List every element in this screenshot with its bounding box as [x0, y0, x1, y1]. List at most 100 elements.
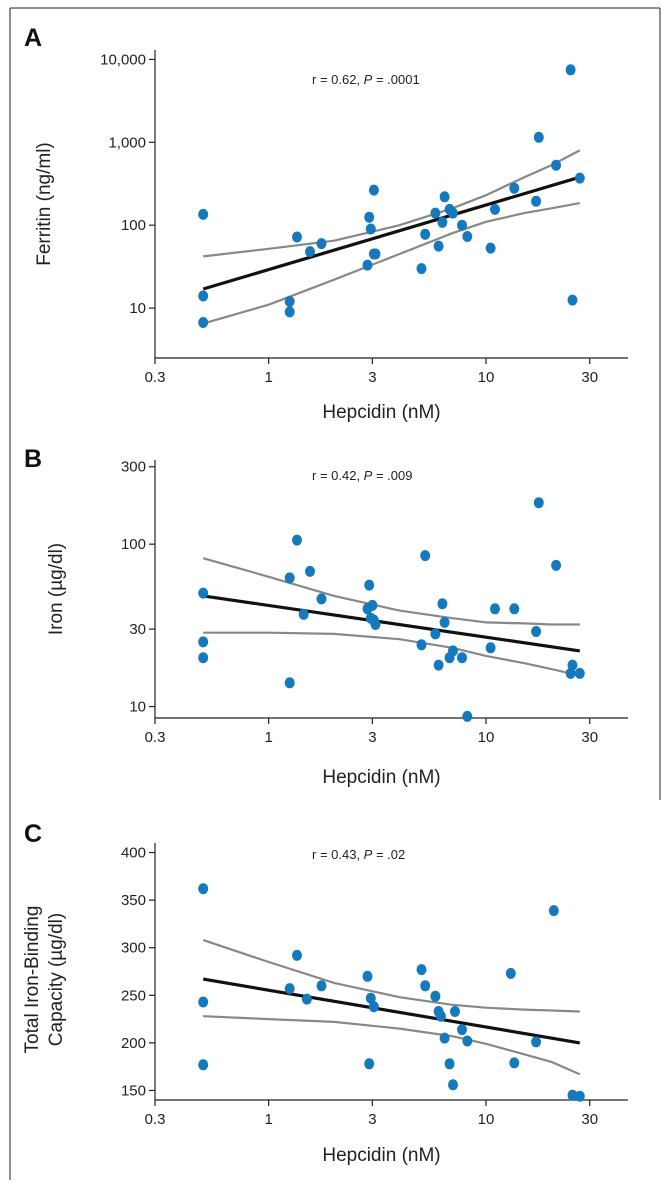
data-point [416, 964, 427, 976]
data-point [462, 1035, 473, 1047]
data-point [462, 231, 473, 242]
data-point [416, 639, 427, 651]
x-tick-label: 0.3 [145, 729, 166, 746]
data-point [198, 208, 209, 220]
data-point [198, 636, 209, 648]
data-point [565, 667, 576, 679]
x-tick-label: 30 [581, 729, 598, 746]
ci-lower-line [203, 1015, 581, 1076]
data-point [574, 1090, 585, 1102]
annotation-p-label: P [364, 468, 373, 483]
data-point [367, 599, 378, 611]
data-point [430, 628, 441, 640]
regression-line [202, 175, 581, 291]
data-point [509, 603, 520, 615]
data-point [316, 238, 327, 250]
x-tick-label: 10 [478, 729, 495, 746]
y-tick-label: 10 [129, 300, 146, 317]
data-point [198, 883, 209, 895]
data-point [533, 131, 544, 143]
data-point [509, 182, 520, 194]
data-point [305, 246, 315, 258]
data-point [490, 603, 500, 615]
data-point [457, 219, 467, 231]
panel-b: B 0.3 1 3 10 30 10 30 100 300 Hepcidin (nM) Iron (µ… [24, 445, 628, 788]
panel-c: C 0.3 1 3 10 30 150 200 250 300 350 400 Hepcidin (nM… [22, 820, 628, 1166]
data-point [362, 970, 373, 982]
ci-lower-line [203, 631, 581, 677]
data-point [437, 216, 448, 228]
data-point [450, 1006, 460, 1017]
data-point [439, 616, 450, 628]
data-point [565, 64, 576, 76]
y-tick-label: 100 [121, 536, 146, 553]
data-point [430, 990, 441, 1002]
correlation-annotation: r = 0.43, P = .02 [312, 847, 405, 862]
data-point [574, 172, 585, 184]
y-tick-label: 10,000 [100, 51, 146, 68]
chart-panels: A 0.3 1 3 10 30 10 100 1,000 10,000 Hepcidin (nM) F… [22, 24, 628, 1166]
data-point [316, 980, 327, 992]
x-tick-label: 3 [368, 1111, 376, 1128]
data-point [551, 559, 562, 571]
data-point [305, 565, 315, 577]
data-point [433, 659, 444, 671]
x-tick-label: 0.3 [145, 369, 166, 386]
data-point [462, 710, 473, 722]
x-axis-label: Hepcidin (nM) [322, 1145, 440, 1166]
annotation-p-label: P [364, 847, 373, 862]
data-point [567, 1089, 578, 1101]
panel-a: A 0.3 1 3 10 30 10 100 1,000 10,000 Hepcidin (nM) F… [24, 24, 628, 423]
x-axis-label: Hepcidin (nM) [322, 402, 440, 423]
x-tick-label: 10 [478, 1111, 495, 1128]
y-tick-label: 10 [129, 699, 146, 716]
x-tick-label: 3 [368, 369, 376, 386]
data-point [531, 626, 542, 637]
y-tick-label: 400 [121, 845, 146, 862]
y-tick-label: 200 [121, 1035, 146, 1052]
y-tick-label: 300 [121, 940, 146, 957]
panel-letter: B [24, 445, 42, 473]
data-point [430, 207, 441, 219]
data-point [420, 228, 431, 240]
data-point [567, 659, 578, 671]
y-tick-label: 30 [129, 621, 146, 638]
y-axis-label: Iron (µg/dl) [46, 543, 67, 635]
data-point [437, 598, 448, 610]
data-point [284, 572, 295, 584]
data-point [370, 248, 381, 260]
data-point [284, 983, 295, 995]
data-point [548, 905, 559, 917]
correlation-annotation: r = 0.42, P = .009 [312, 468, 412, 483]
data-point [364, 1058, 375, 1070]
y-tick-label: 300 [121, 459, 146, 476]
data-point [292, 231, 302, 243]
annotation-prefix: r = 0.62, [312, 72, 364, 87]
data-point [490, 203, 500, 215]
ci-upper-line [202, 557, 580, 626]
annotation-suffix: = .0001 [372, 72, 419, 87]
data-point [457, 1024, 467, 1036]
data-point [364, 579, 375, 591]
data-point [198, 587, 209, 599]
data-point [439, 1032, 450, 1044]
x-tick-label: 1 [264, 1111, 272, 1128]
data-point [531, 195, 542, 207]
ci-upper-line [202, 939, 580, 1013]
y-tick-label: 250 [121, 987, 146, 1004]
data-point [362, 259, 373, 271]
panel-letter: A [24, 24, 42, 52]
data-point [365, 992, 376, 1004]
annotation-prefix: r = 0.43, [312, 847, 364, 862]
data-point [485, 242, 496, 254]
data-point [198, 317, 209, 328]
x-axis-label: Hepcidin (nM) [322, 767, 440, 788]
data-point [435, 1010, 446, 1022]
y-tick-label: 350 [121, 892, 146, 909]
data-point [368, 1001, 379, 1013]
x-tick-label: 1 [264, 369, 272, 386]
annotation-prefix: r = 0.42, [312, 468, 364, 483]
data-point [509, 1057, 520, 1069]
data-point [567, 294, 578, 306]
data-point [316, 593, 327, 605]
